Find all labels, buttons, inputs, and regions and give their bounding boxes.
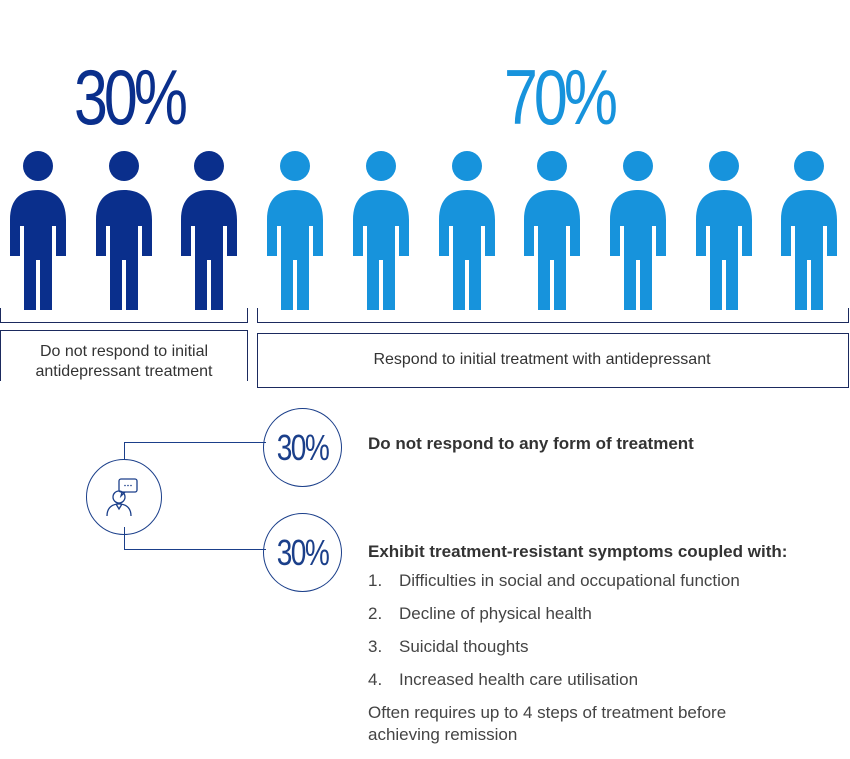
breakdown-top-percentage: 30%	[276, 427, 330, 468]
right-bracket-label: Respond to initial treatment with antide…	[373, 351, 711, 368]
right-bracket	[257, 308, 849, 323]
person-icon-dark	[86, 148, 162, 310]
connector-bottom-horizontal	[124, 549, 266, 551]
person-icon-light	[514, 148, 590, 310]
left-bracket-label: Do not respond to initial antidepressant…	[35, 343, 213, 380]
person-icon-dark	[171, 148, 247, 310]
person-icon-dark	[0, 148, 76, 310]
person-icon-light	[771, 148, 847, 310]
connector-top-horizontal	[124, 442, 266, 444]
list-item: 4. Increased health care utilisation	[368, 670, 639, 689]
breakdown-circle-bottom: 30%	[263, 513, 342, 592]
list-item: 1. Difficulties in social and occupationa…	[368, 571, 740, 590]
person-icon-light	[686, 148, 762, 310]
person-icon-light	[257, 148, 333, 310]
list-item: 3. Suicidal thoughts	[368, 637, 529, 656]
list-item: 2. Decline of physical health	[368, 604, 592, 623]
left-bracket	[0, 308, 248, 323]
breakdown-circle-top: 30%	[263, 408, 342, 487]
bottom-finding-heading: Exhibit treatment-resistant symptoms cou…	[368, 542, 788, 561]
top-finding-text: Do not respond to any form of treatment	[368, 434, 694, 453]
left-bracket-bottom	[0, 330, 248, 381]
breakdown-bottom-percentage: 30%	[276, 532, 330, 573]
responders-percentage: 70%	[504, 53, 618, 141]
symptom-list: 1. Difficulties in social and occupationa…	[368, 570, 740, 702]
connector-bottom-vertical	[124, 527, 126, 549]
right-bracket-top-ticks	[257, 333, 849, 348]
right-bracket-bottom	[257, 333, 849, 388]
person-icon-light	[600, 148, 676, 310]
treatment-steps-note: Often requires up to 4 steps of treatmen…	[368, 703, 727, 744]
person-speech-bubble-icon	[86, 459, 162, 535]
connector-top-vertical	[124, 442, 126, 460]
person-icon-light	[429, 148, 505, 310]
person-icon-light	[343, 148, 419, 310]
non-responders-percentage: 30%	[74, 53, 188, 141]
